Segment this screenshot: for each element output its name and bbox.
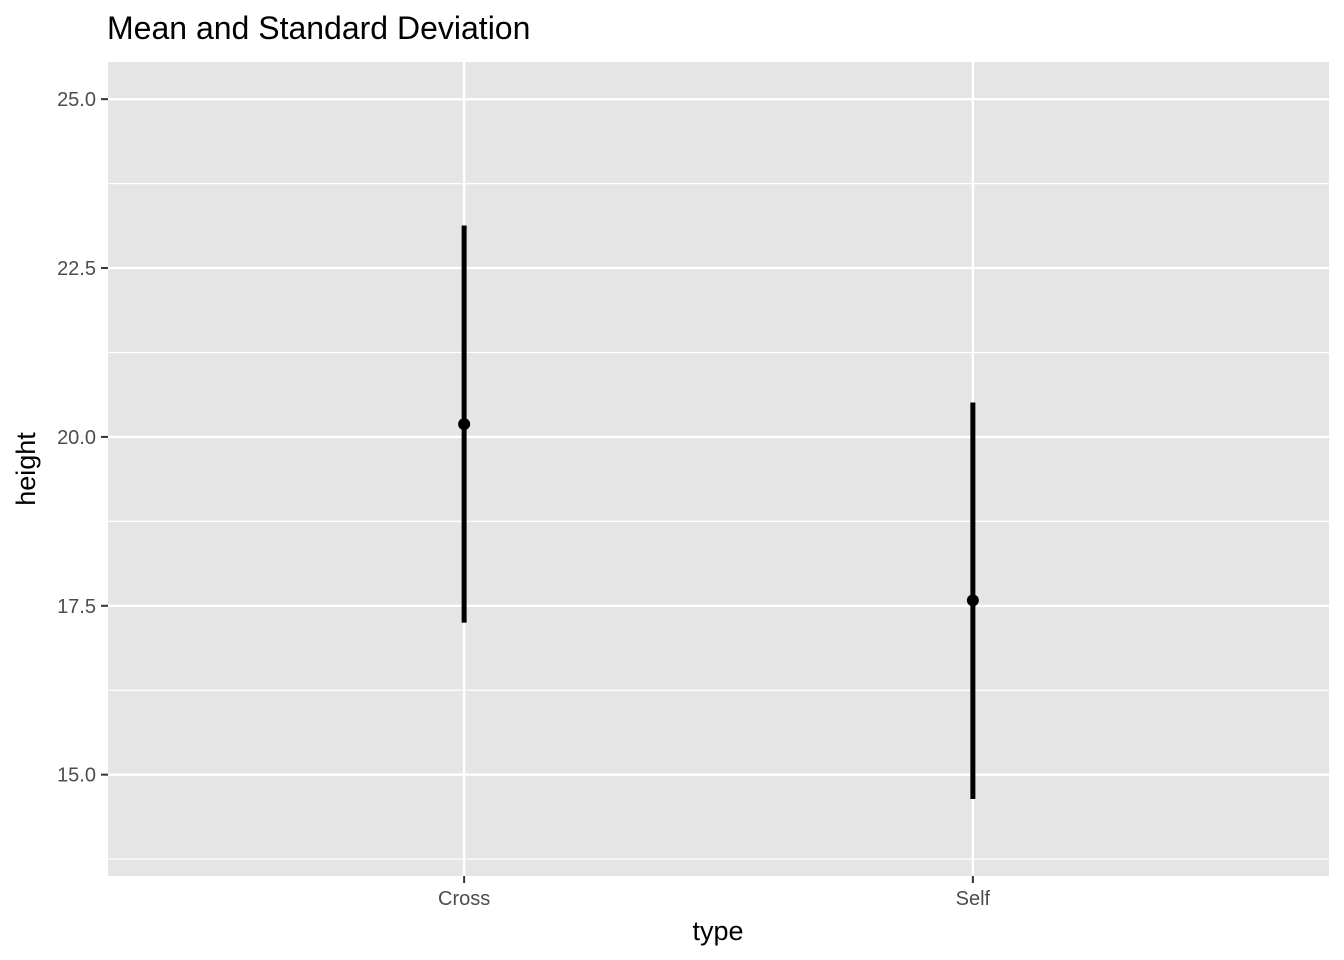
x-tick-label: Self [956,888,991,910]
x-axis-title: type [692,916,743,946]
y-tick-label: 25.0 [57,89,96,111]
y-tick-label: 15.0 [57,765,96,787]
plot-panel [108,62,1329,876]
y-tick-label: 17.5 [57,596,96,618]
y-tick-label: 20.0 [57,427,96,449]
y-axis-title: height [11,432,41,506]
mean-point-self [966,594,979,607]
y-tick-label: 22.5 [57,258,96,280]
x-tick-label: Cross [438,888,490,910]
chart-title: Mean and Standard Deviation [107,10,530,46]
axes: 15.0 17.5 20.0 22.5 25.0 Cross Self [57,89,990,910]
mean-point-cross [458,418,471,431]
data-marks [458,225,979,799]
